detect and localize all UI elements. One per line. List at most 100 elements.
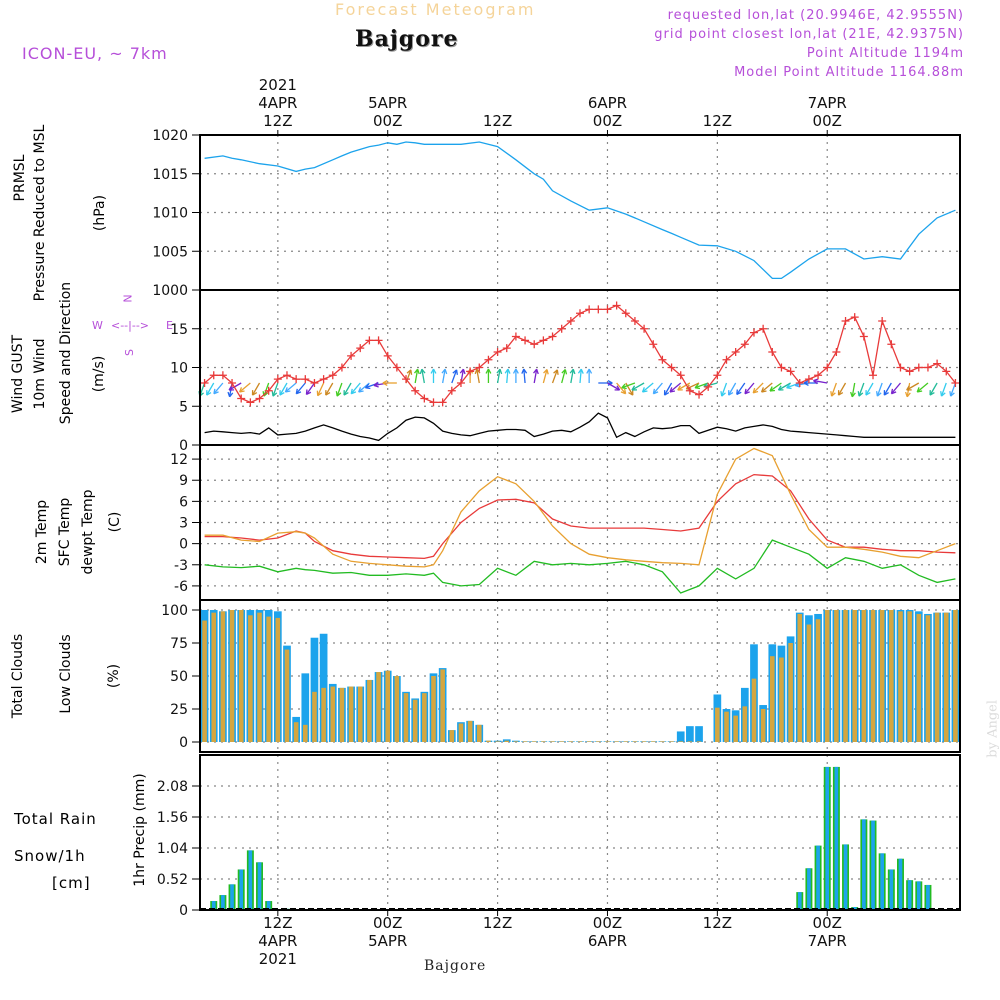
wind-direction-arrowhead [496, 368, 503, 375]
cloud-bar-low [385, 670, 390, 742]
wind-direction-arrowhead [663, 390, 670, 396]
precip-bar-snow [862, 819, 866, 910]
wind-direction-arrowhead [485, 368, 492, 374]
gust-marker [878, 317, 887, 325]
wind-ytick-label: 10 [170, 361, 188, 377]
gust-marker [640, 324, 649, 333]
wind-direction-arrow [761, 382, 773, 393]
wind-direction-arrow [317, 382, 325, 396]
pressure-ytick-label: 1010 [152, 206, 188, 222]
cloud-bar-low [577, 741, 583, 742]
cloud-bar-low [742, 706, 748, 742]
wind-direction-arrowhead [533, 368, 539, 375]
precip-legend-snow: Snow/1h [14, 847, 86, 865]
precip-bar-snow [816, 845, 820, 910]
cloud-bar-low [312, 691, 317, 742]
gust-marker [539, 336, 548, 345]
cloud-bar-total [512, 740, 520, 742]
cloud-bar-low [550, 741, 555, 742]
wind-direction-arrow [570, 369, 574, 384]
cloud-bar-low [715, 707, 720, 742]
point-altitude: Point Altitude 1194m [806, 46, 964, 61]
gust-marker [667, 363, 676, 372]
wind-direction-arrowhead [621, 383, 627, 390]
wind-direction-arrow [607, 382, 620, 391]
top-time-label: 6APR [588, 94, 627, 112]
top-time-label: 4APR [258, 94, 297, 112]
wind-direction-arrowhead [906, 385, 912, 391]
precip-bar-snow [926, 884, 930, 910]
wind-direction-arrow [350, 382, 361, 395]
precip-bar-snow [257, 862, 262, 910]
wind-direction-arrowhead [904, 391, 911, 398]
gust-marker [456, 379, 465, 387]
gust-marker [292, 375, 301, 384]
cloud-bar-low [953, 610, 958, 742]
gust-marker [685, 386, 694, 395]
precip-bar-snow [221, 895, 225, 910]
gust-marker [658, 355, 667, 364]
wind-direction-arrowhead [728, 390, 734, 396]
wind-direction-arrow [929, 382, 938, 396]
wind-direction-arrowhead [875, 391, 882, 397]
cloud-bar-low [861, 610, 867, 742]
cloud-bar-low [266, 616, 271, 742]
gust-marker [493, 348, 502, 356]
wind-direction-arrow [616, 382, 627, 395]
cloud-bar-low [925, 615, 931, 742]
wind-direction-arrowhead [752, 387, 759, 394]
clouds-ytick-label: 75 [170, 636, 188, 652]
wind-direction-arrowhead [350, 388, 357, 395]
gust-marker [402, 375, 411, 384]
wind-direction-arrowhead [343, 390, 349, 396]
wind-direction-arrowhead [459, 368, 466, 375]
bottom-time-label: 7APR [808, 932, 847, 950]
temperature-line-sfc-temp [204, 447, 956, 568]
wind-direction-arrowhead [206, 390, 212, 396]
wind-direction-arrowhead [744, 388, 750, 395]
bottom-time-label: 2021 [259, 950, 297, 968]
precip-legend-cm: [cm] [52, 874, 91, 892]
wind-direction-arrow [228, 382, 242, 391]
wind-direction-arrow [883, 382, 892, 396]
top-time-label: 2021 [259, 76, 297, 94]
clouds-ytick-label: 50 [170, 669, 188, 685]
model-label: ICON-EU, ~ 7km [22, 44, 168, 63]
cloud-bar-low [403, 693, 409, 742]
gust-marker [905, 367, 914, 376]
wind-direction-arrowhead [543, 369, 549, 375]
wind-direction-arrow [876, 382, 883, 397]
wind-direction-arrowhead [430, 368, 437, 374]
footer-location: Bajgore [424, 958, 487, 974]
gust-marker [319, 375, 328, 384]
wind-direction-arrowhead [553, 369, 559, 375]
gust-marker [438, 398, 447, 407]
wind-direction-arrowhead [786, 383, 792, 390]
gust-marker [804, 375, 813, 384]
cloud-bar-low [605, 741, 610, 742]
wind-ytick-label: 0 [179, 438, 188, 454]
cloud-bar-low [879, 610, 885, 742]
precip-bar-snow [889, 869, 894, 910]
gust-marker [429, 398, 438, 407]
wind-direction-arrow [451, 369, 458, 384]
wind-direction-arrow [837, 382, 847, 396]
gust-marker [612, 301, 621, 310]
gust-marker [576, 309, 584, 318]
cloud-bar-low [229, 610, 235, 742]
clouds-ytick-label: 0 [179, 735, 188, 751]
precip-ytick-label: 0 [179, 903, 188, 919]
wind-direction-arrowhead [641, 387, 648, 393]
gust-marker [255, 394, 264, 403]
gust-marker [713, 371, 722, 380]
gust-marker [466, 367, 475, 376]
bottom-time-label: 00Z [593, 914, 622, 932]
wind-direction-arrowhead [335, 391, 342, 397]
gust-marker [731, 348, 740, 356]
gust-marker [695, 390, 704, 399]
wind-direction-arrow [778, 382, 791, 391]
temperature-ytick-label: 9 [179, 473, 188, 489]
gust-marker [548, 332, 557, 341]
cloud-bar-low [596, 741, 601, 742]
